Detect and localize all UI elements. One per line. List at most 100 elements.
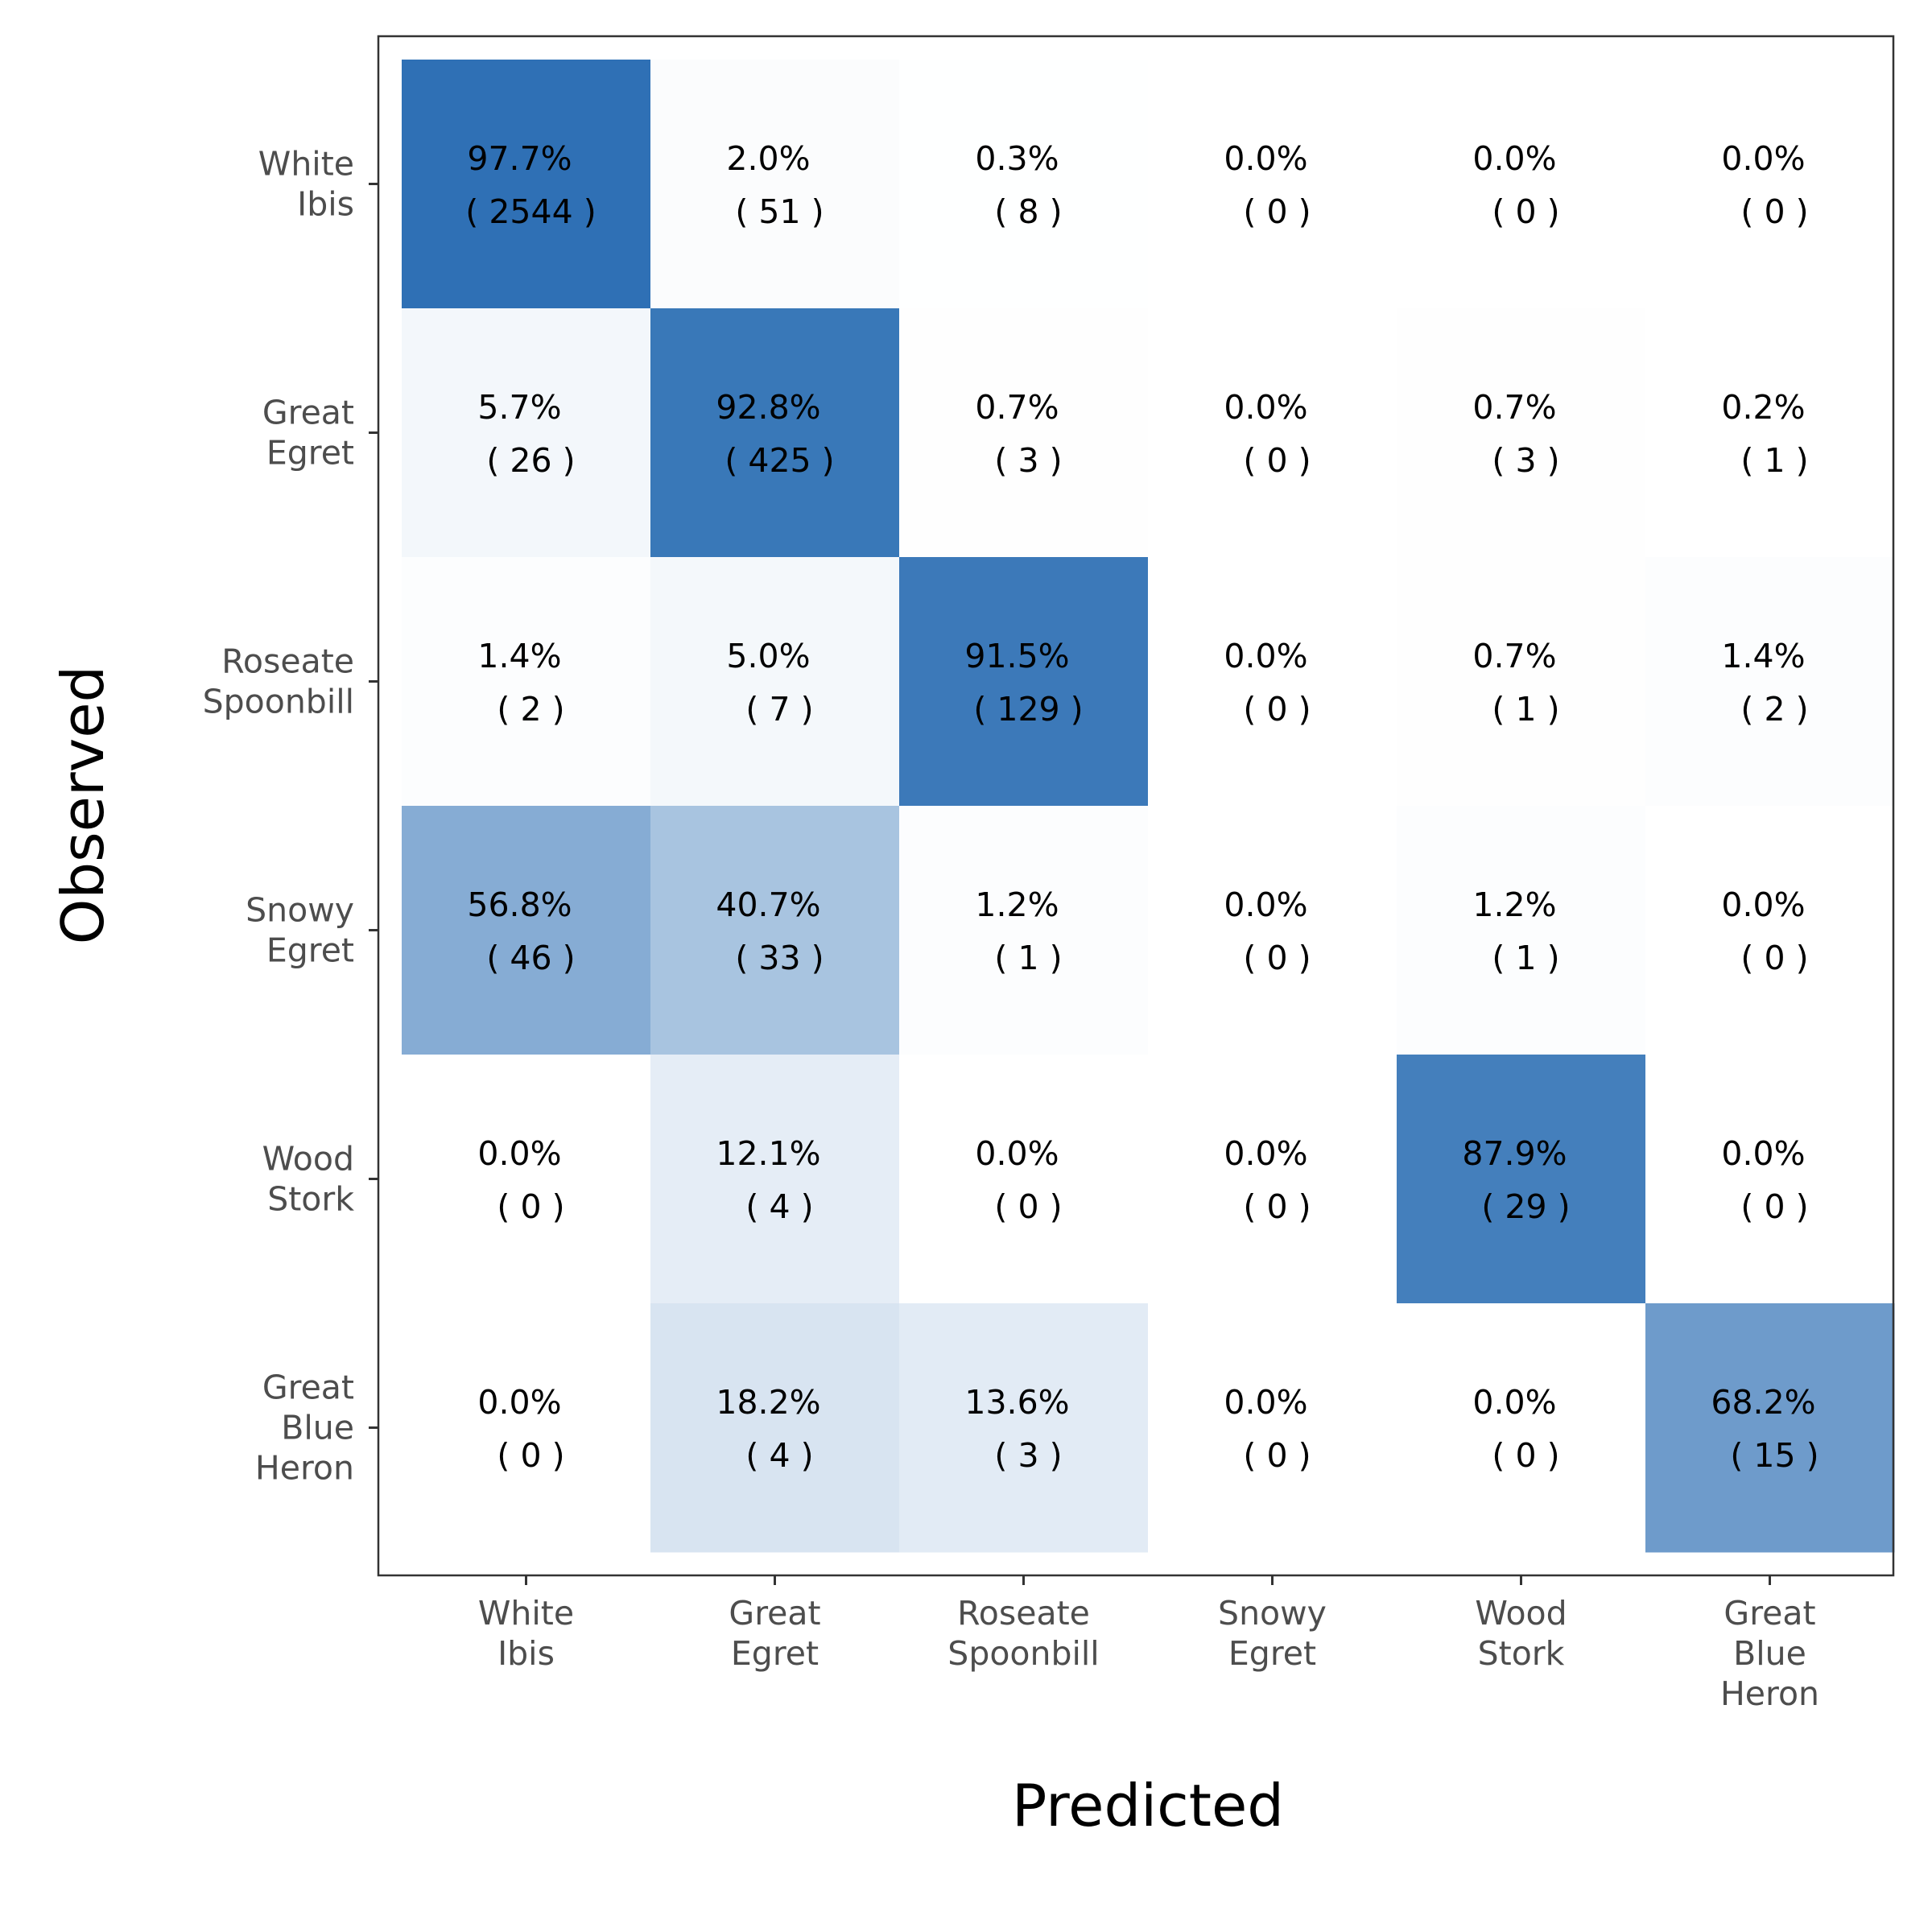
cell-percent-label: 0.3% [975,139,1059,178]
cell-count-label: ( 4 ) [745,1187,813,1226]
cell-count-label: ( 1 ) [1492,939,1559,977]
cell-count-label: ( 26 ) [486,441,575,480]
x-tick-label: Heron [1720,1674,1819,1713]
cell-percent-label: 92.8% [716,388,820,427]
y-axis: WhiteIbisGreatEgretRoseateSpoonbillSnowy… [203,145,378,1488]
cell-percent-label: 12.1% [716,1134,820,1173]
heatmap-cell [402,1055,651,1304]
heatmap-cell [899,308,1149,558]
cell-count-label: ( 0 ) [497,1436,564,1475]
cell-count-label: ( 0 ) [1243,441,1311,480]
cell-count-label: ( 0 ) [1243,192,1311,231]
heatmap-cell [650,60,900,309]
y-axis-title: Observed [49,666,117,944]
cell-percent-label: 1.4% [1721,637,1805,675]
y-tick-label: Blue [281,1409,354,1447]
cell-percent-label: 0.0% [1224,388,1307,427]
y-tick-label: Snowy [246,891,354,930]
heatmap-cell [1397,60,1646,309]
cell-percent-label: 5.7% [477,388,561,427]
cell-count-label: ( 0 ) [1243,1436,1311,1475]
x-tick-label: Wood [1475,1594,1567,1633]
cell-percent-label: 0.0% [1721,139,1805,178]
cell-percent-label: 1.2% [975,886,1059,924]
x-tick-label: Snowy [1218,1594,1327,1633]
y-tick-label: Egret [266,434,354,473]
cell-count-label: ( 0 ) [1492,192,1559,231]
cell-count-label: ( 0 ) [1243,1187,1311,1226]
cell-percent-label: 56.8% [467,886,572,924]
cell-count-label: ( 0 ) [994,1187,1062,1226]
y-tick-label: Great [262,394,354,432]
cell-percent-label: 1.2% [1472,886,1556,924]
cell-count-label: ( 0 ) [1740,939,1808,977]
heatmap-cell [1397,806,1646,1055]
cell-percent-label: 13.6% [964,1383,1069,1422]
x-tick-label: Spoonbill [947,1634,1099,1673]
heatmap-cell [650,308,900,558]
cell-count-label: ( 1 ) [994,939,1062,977]
cell-percent-label: 0.0% [1721,1134,1805,1173]
x-tick-label: Blue [1733,1634,1806,1673]
cell-count-label: ( 4 ) [745,1436,813,1475]
heatmap-cell [1148,1055,1397,1304]
heatmap-cell [402,1303,651,1553]
cell-percent-label: 68.2% [1711,1383,1815,1422]
cell-count-label: ( 0 ) [497,1187,564,1226]
cell-percent-label: 0.0% [1472,1383,1556,1422]
cell-count-label: ( 51 ) [735,192,824,231]
x-axis-title: Predicted [1012,1772,1284,1839]
cell-percent-label: 0.0% [975,1134,1059,1173]
x-tick-label: Great [729,1594,820,1633]
cell-percent-label: 97.7% [467,139,572,178]
cell-percent-label: 18.2% [716,1383,820,1422]
cell-count-label: ( 425 ) [724,441,834,480]
cell-percent-label: 0.0% [1224,637,1307,675]
heatmap-cell [1397,1055,1646,1304]
y-tick-label: Heron [255,1449,354,1488]
cell-percent-label: 91.5% [964,637,1069,675]
cell-count-label: ( 29 ) [1481,1187,1570,1226]
y-tick-label: White [258,145,354,184]
cell-count-label: ( 0 ) [1740,192,1808,231]
heatmap-cell [1148,806,1397,1055]
heatmap-cell [1645,806,1895,1055]
x-tick-label: White [478,1594,574,1633]
cell-percent-label: 0.0% [1472,139,1556,178]
cell-percent-label: 0.0% [1224,1134,1307,1173]
heatmap-cell [1645,60,1895,309]
x-axis: WhiteIbisGreatEgretRoseateSpoonbillSnowy… [478,1575,1819,1713]
cell-count-label: ( 0 ) [1243,939,1311,977]
heatmap-cell [650,1055,900,1304]
cell-percent-label: 0.0% [1224,1383,1307,1422]
plot-panel-border [377,35,1895,1577]
cell-percent-label: 2.0% [726,139,810,178]
y-tick-label: Ibis [297,185,354,224]
heatmap-cell [899,1055,1149,1304]
cell-percent-label: 1.4% [477,637,561,675]
cell-percent-label: 87.9% [1462,1134,1567,1173]
y-tick-label: Wood [262,1140,354,1179]
heatmap-cell [402,557,651,807]
cell-count-label: ( 2 ) [1740,690,1808,729]
heatmap-cell [1645,557,1895,807]
x-tick-label: Great [1724,1594,1815,1633]
heatmap-cell [1148,557,1397,807]
heatmap-cell [402,60,651,309]
heatmap-cell [650,1303,900,1553]
cell-percent-label: 0.2% [1721,388,1805,427]
y-tick-label: Spoonbill [203,683,354,721]
heatmap-cells: 97.7% ( 2544 ) 2.0% ( 51 ) 0.3% ( 8 ) 0.0% ( 0 … [402,60,1895,1553]
cell-count-label: ( 7 ) [745,690,813,729]
cell-count-label: ( 2 ) [497,690,564,729]
heatmap-cell [899,1303,1149,1553]
y-tick-label: Stork [267,1180,354,1219]
cell-percent-label: 0.0% [1224,886,1307,924]
heatmap-cell [1645,308,1895,558]
cell-count-label: ( 15 ) [1730,1436,1818,1475]
heatmap-cell [1148,60,1397,309]
cell-percent-label: 0.7% [1472,388,1556,427]
cell-percent-label: 40.7% [716,886,820,924]
cell-count-label: ( 1 ) [1492,690,1559,729]
